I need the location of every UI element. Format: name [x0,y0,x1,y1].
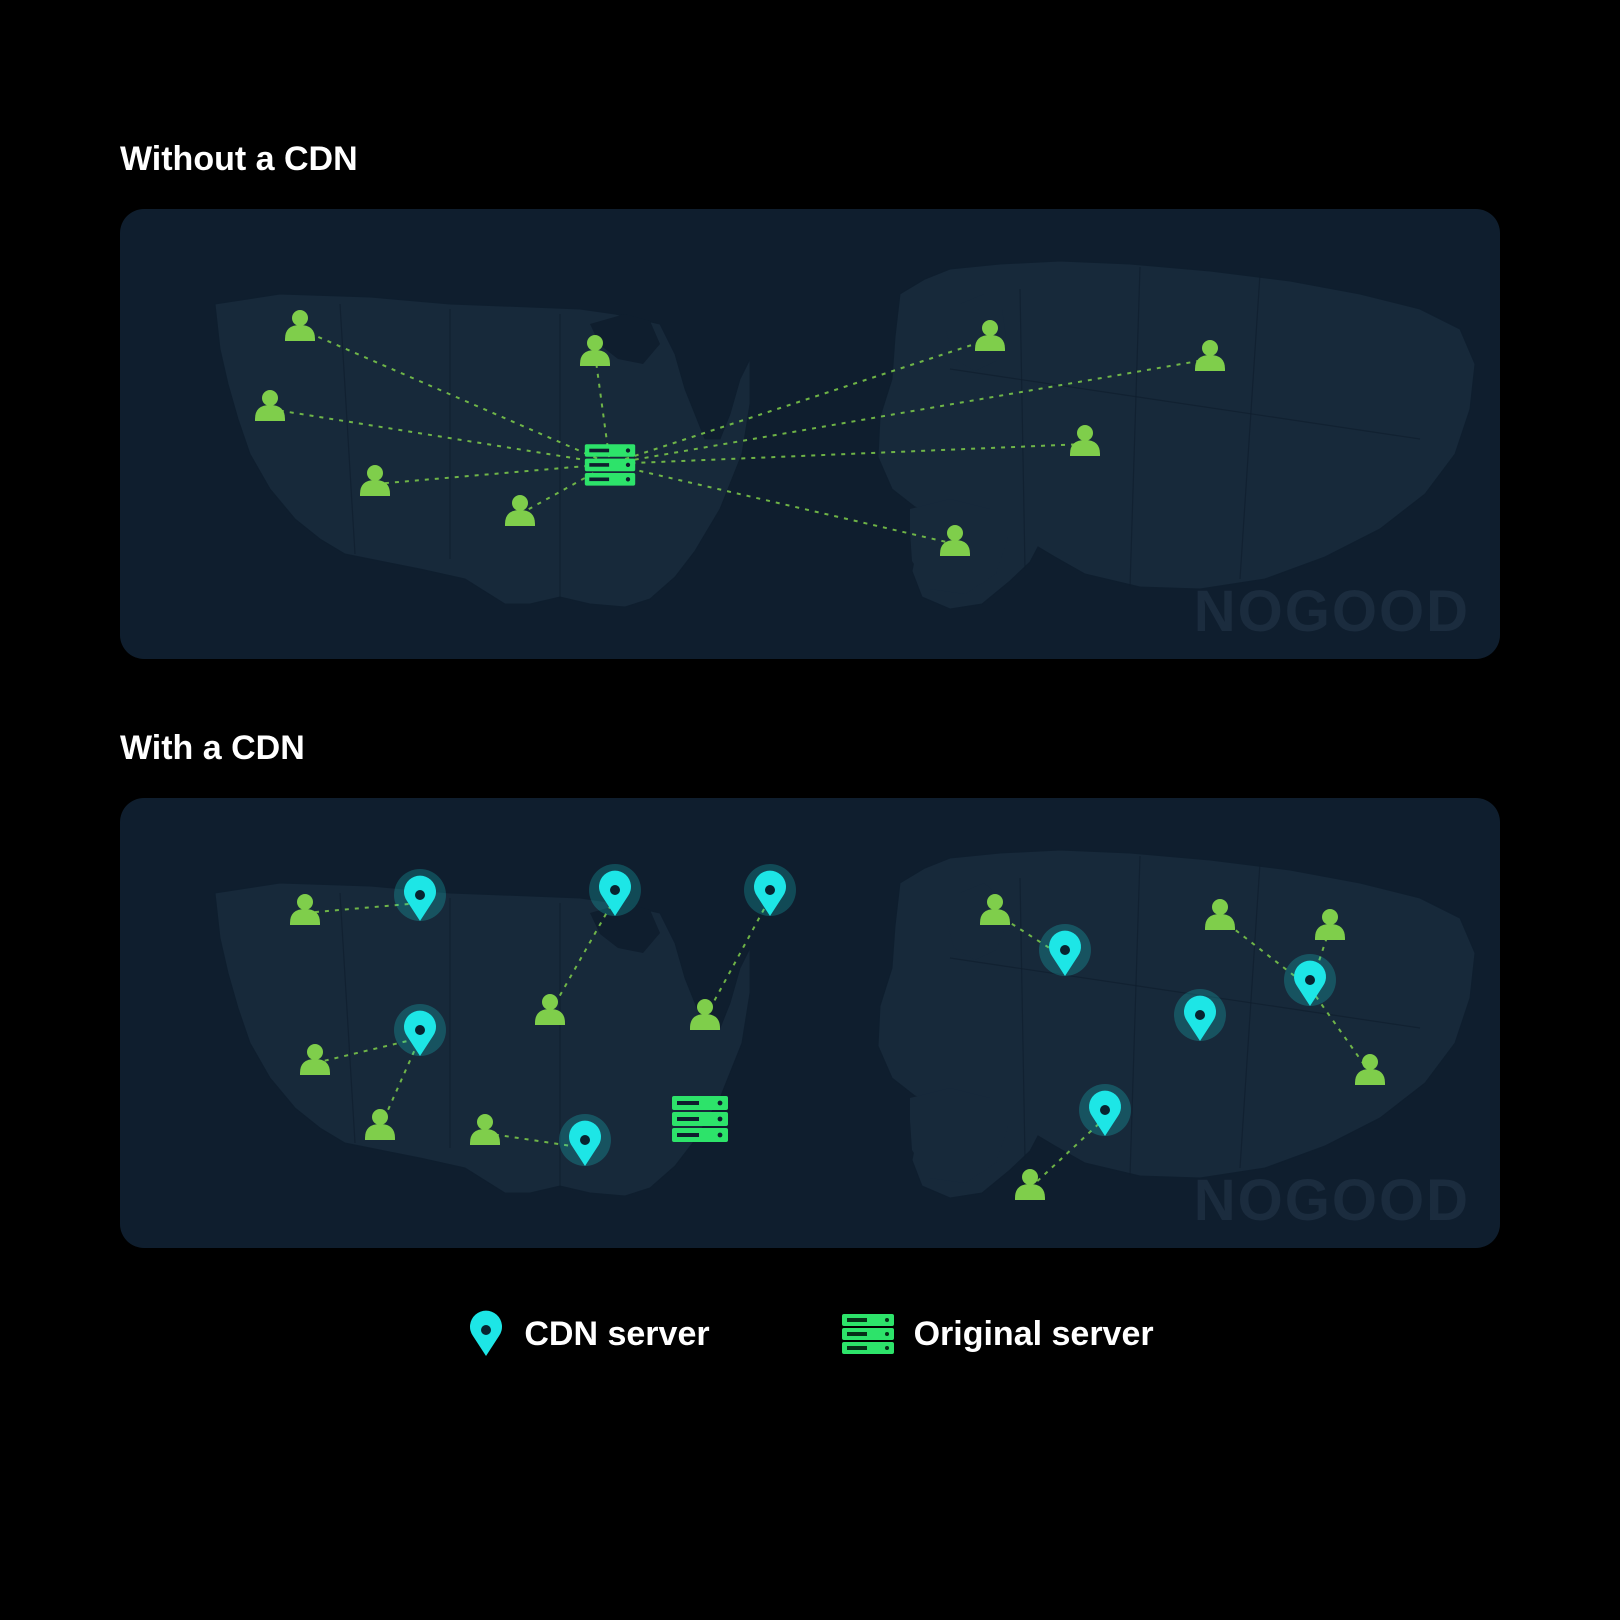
panel-without-cdn: NOGOOD [120,209,1500,659]
legend-label-original: Original server [914,1315,1154,1354]
cdn-pin-icon [394,1004,446,1056]
cdn-pin-icon [1079,1084,1131,1136]
server-icon [585,444,635,485]
server-icon [672,1096,728,1142]
legend-label-cdn: CDN server [524,1315,709,1354]
cdn-pin-icon [394,869,446,921]
legend-item-original: Original server [840,1312,1154,1356]
title-without-cdn: Without a CDN [120,140,1500,179]
cdn-pin-icon [1039,924,1091,976]
title-with-cdn: With a CDN [120,729,1500,768]
cdn-pin-icon [1284,954,1336,1006]
server-icon [840,1312,896,1356]
cdn-pin-icon [1174,989,1226,1041]
legend: CDN server Original server [120,1308,1500,1360]
cdn-pin-icon [559,1114,611,1166]
legend-item-cdn: CDN server [466,1308,709,1360]
watermark: NOGOOD [1194,579,1470,644]
watermark: NOGOOD [1194,1168,1470,1233]
cdn-pin-icon [466,1308,506,1360]
cdn-pin-icon [744,864,796,916]
panel-with-cdn: NOGOOD [120,798,1500,1248]
cdn-pin-icon [589,864,641,916]
